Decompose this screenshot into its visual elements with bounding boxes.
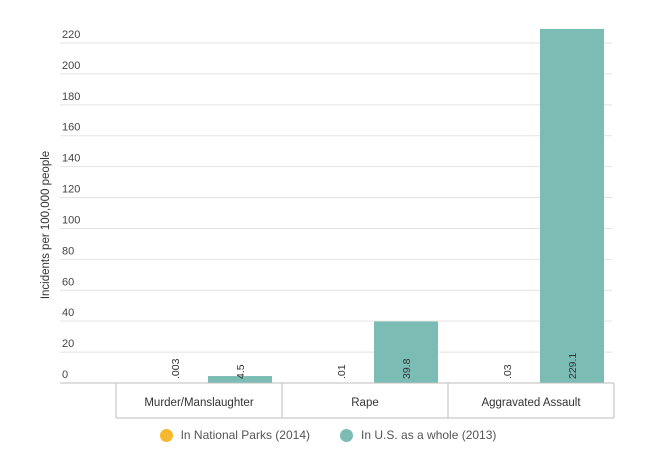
bar-1-2 bbox=[540, 28, 604, 383]
y-axis-label: Incidents per 100,000 people bbox=[40, 151, 52, 299]
legend-label-us-whole: In U.S. as a whole (2013) bbox=[361, 428, 497, 442]
y-tick-label: 120 bbox=[62, 184, 80, 196]
y-tick-label: 0 bbox=[62, 369, 68, 381]
x-tick-label: Aggravated Assault bbox=[481, 397, 581, 409]
y-tick-label: 200 bbox=[62, 60, 80, 72]
bar-value-label: 4.5 bbox=[235, 364, 247, 379]
bar-value-label: 39.8 bbox=[401, 358, 413, 379]
y-tick-label: 40 bbox=[62, 307, 74, 319]
bar-value-label: .01 bbox=[336, 364, 348, 379]
x-tick-label: Rape bbox=[351, 397, 379, 409]
y-tick-label: 20 bbox=[62, 338, 74, 350]
legend-label-national-parks: In National Parks (2014) bbox=[180, 428, 310, 442]
bar-value-labels: .003 4.5 .01 39.8 .03 229.1 bbox=[170, 353, 579, 379]
y-tick-label: 180 bbox=[62, 91, 80, 103]
bar-1-1 bbox=[374, 321, 438, 383]
legend-dot-icon bbox=[159, 428, 173, 442]
y-tick-label: 100 bbox=[62, 214, 80, 226]
legend-dot-icon bbox=[340, 428, 353, 442]
legend-item-us-whole: In U.S. as a whole (2013) bbox=[340, 428, 496, 442]
y-tick-label: 140 bbox=[62, 153, 80, 165]
y-tick-label: 60 bbox=[62, 276, 74, 288]
y-tick-label: 80 bbox=[62, 245, 74, 257]
legend: In National Parks (2014) In U.S. as a wh… bbox=[0, 428, 656, 442]
legend-item-national-parks: In National Parks (2014) bbox=[159, 428, 310, 442]
bar-1-0 bbox=[208, 376, 272, 383]
y-axis-ticks: 0 20 40 60 80 100 120 140 160 180 200 220 bbox=[62, 29, 80, 381]
category-axis: Murder/Manslaughter Rape Aggravated Assaul… bbox=[60, 382, 615, 419]
bar-value-label: .003 bbox=[170, 358, 182, 379]
y-tick-label: 220 bbox=[62, 29, 80, 41]
bar-value-label: .03 bbox=[502, 364, 514, 379]
gridlines bbox=[60, 42, 612, 353]
bars bbox=[208, 28, 604, 383]
x-tick-label: Murder/Manslaughter bbox=[144, 397, 253, 409]
y-tick-label: 160 bbox=[62, 122, 80, 134]
bar-value-label: 229.1 bbox=[567, 353, 579, 379]
